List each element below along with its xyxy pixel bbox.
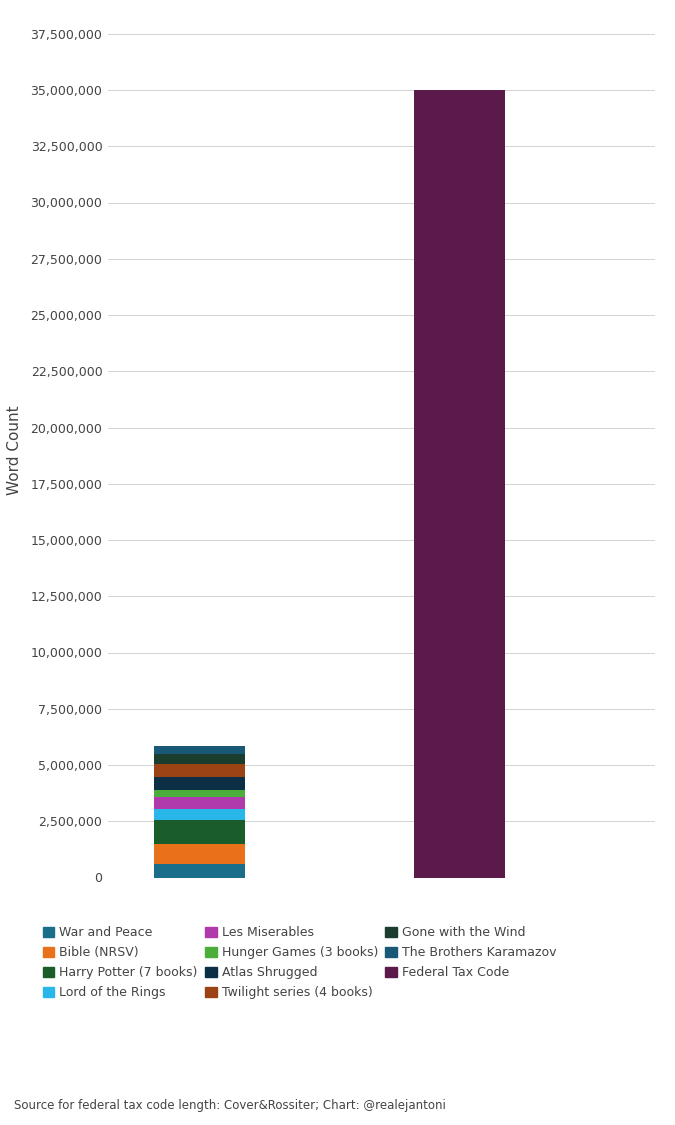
Legend: War and Peace, Bible (NRSV), Harry Potter (7 books), Lord of the Rings, Les Mise: War and Peace, Bible (NRSV), Harry Potte… (43, 927, 556, 999)
Text: Source for federal tax code length: Cover&Rossiter; Chart: @realejantoni: Source for federal tax code length: Cove… (14, 1098, 446, 1112)
Bar (153, 809, 244, 820)
Y-axis label: Word Count: Word Count (7, 405, 22, 495)
Bar (153, 764, 244, 777)
Bar (414, 90, 505, 878)
Bar (153, 754, 244, 764)
Bar (153, 777, 244, 790)
Bar (153, 746, 244, 754)
Bar (153, 820, 244, 844)
Bar (153, 790, 244, 796)
Bar (153, 844, 244, 864)
Bar (153, 796, 244, 809)
Bar (153, 864, 244, 878)
